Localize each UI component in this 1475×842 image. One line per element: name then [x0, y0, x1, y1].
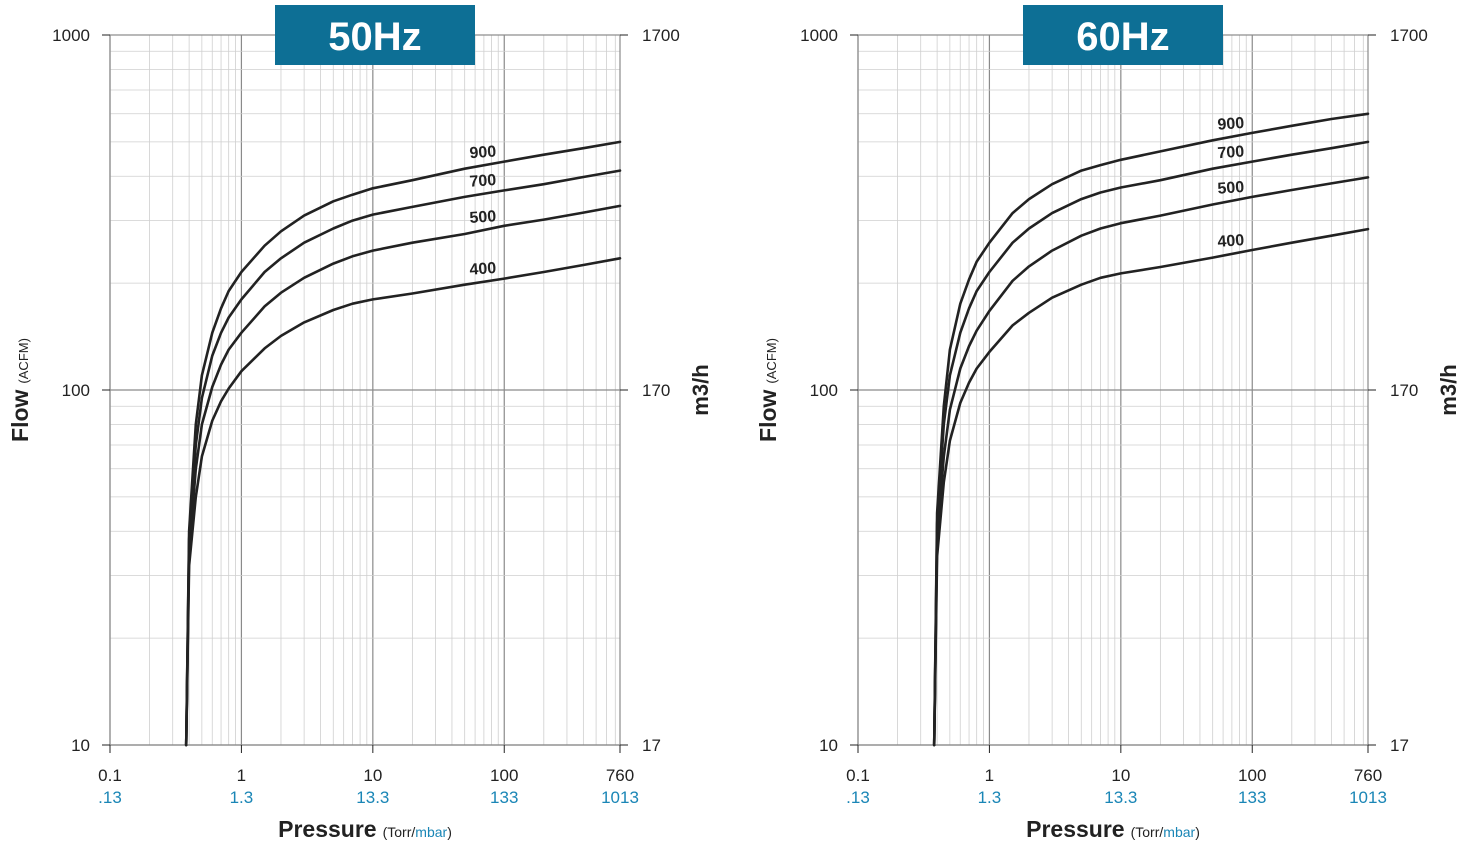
grid — [109, 35, 620, 746]
x-tick-label-mbar: .13 — [98, 788, 122, 807]
y-axis-title-main: Flow — [7, 389, 33, 441]
x-axis-title: Pressure (Torr/mbar) — [1026, 816, 1200, 842]
x-axis-title-main: Pressure — [1026, 816, 1124, 842]
series-line-400 — [184, 257, 622, 747]
x-tick-label-mbar: 1013 — [601, 788, 639, 807]
frequency-banner — [275, 5, 475, 65]
y-tick-label-right: 170 — [1390, 381, 1418, 400]
series-line-400 — [932, 227, 1370, 747]
x-tick-label-mbar: 1013 — [1349, 788, 1387, 807]
chart-60hz-panel: 10 17 100 170 1000 1700 0.1 .13 1 1.3 10 13.3 100 133… — [755, 5, 1461, 842]
y-tick-label-left: 1000 — [52, 26, 90, 45]
y-tick-label-left: 100 — [810, 381, 838, 400]
series-label-500: 500 — [469, 208, 497, 227]
x-axis-title-units-torr: (Torr/ — [383, 824, 416, 840]
series-label-700: 700 — [469, 172, 497, 191]
x-tick-label-torr: 0.1 — [98, 766, 122, 785]
y2-axis-title: m3/h — [688, 364, 713, 415]
y-tick-label-right: 1700 — [1390, 26, 1428, 45]
x-tick-label-mbar: 13.3 — [1104, 788, 1137, 807]
x-tick-label-mbar: 13.3 — [356, 788, 389, 807]
x-tick-label-torr: 0.1 — [846, 766, 870, 785]
y-tick-label-left: 1000 — [800, 26, 838, 45]
x-tick-label-torr: 1 — [985, 766, 994, 785]
x-tick-label-mbar: 1.3 — [230, 788, 254, 807]
x-axis-title-units-mbar: mbar — [415, 824, 447, 840]
chart-50hz-panel: 10 17 100 170 1000 1700 0.1 .13 1 1.3 10 13.3 100 133… — [7, 5, 713, 842]
x-tick-label-torr: 760 — [606, 766, 634, 785]
series-label-400: 400 — [469, 260, 497, 279]
x-axis-title-units-torr: (Torr/ — [1131, 824, 1164, 840]
chart-title: 60Hz — [1076, 15, 1169, 59]
frequency-banner — [1023, 5, 1223, 65]
x-axis-title-main: Pressure — [278, 816, 376, 842]
x-tick-label-torr: 1 — [237, 766, 246, 785]
y-axis-title-units: (ACFM) — [16, 338, 31, 384]
series-line-900 — [932, 112, 1370, 747]
y-axis-title-main: Flow — [755, 389, 781, 441]
x-tick-label-mbar: .13 — [846, 788, 870, 807]
series-line-700 — [184, 169, 622, 747]
y2-axis-title: m3/h — [1436, 364, 1461, 415]
series-line-500 — [932, 176, 1370, 747]
x-tick-label-torr: 760 — [1354, 766, 1382, 785]
x-tick-label-torr: 100 — [1238, 766, 1266, 785]
x-axis-title-units-mbar: mbar — [1163, 824, 1195, 840]
x-axis-title-units-close: ) — [447, 824, 452, 840]
y-axis-title: Flow (ACFM) — [7, 338, 33, 442]
x-tick-label-mbar: 1.3 — [978, 788, 1002, 807]
y-tick-label-right: 170 — [642, 381, 670, 400]
y-tick-label-left: 100 — [62, 381, 90, 400]
x-axis-title-units-close: ) — [1195, 824, 1200, 840]
y-axis-title: Flow (ACFM) — [755, 338, 781, 442]
y-tick-label-right: 17 — [642, 736, 661, 755]
chart-title: 50Hz — [328, 15, 421, 59]
series-label-500: 500 — [1217, 179, 1245, 198]
x-tick-label-torr: 100 — [490, 766, 518, 785]
y-tick-label-left: 10 — [819, 736, 838, 755]
y-tick-label-left: 10 — [71, 736, 90, 755]
y-tick-label-right: 1700 — [642, 26, 680, 45]
series-line-700 — [932, 140, 1370, 747]
series-label-900: 900 — [469, 143, 497, 162]
x-tick-label-mbar: 133 — [490, 788, 518, 807]
series-line-900 — [184, 140, 622, 747]
x-tick-label-torr: 10 — [1111, 766, 1130, 785]
y-axis-title-units: (ACFM) — [764, 338, 779, 384]
x-tick-label-mbar: 133 — [1238, 788, 1266, 807]
series-label-700: 700 — [1217, 143, 1245, 162]
series-line-500 — [184, 204, 622, 747]
x-tick-label-torr: 10 — [363, 766, 382, 785]
x-axis-title: Pressure (Torr/mbar) — [278, 816, 452, 842]
y-tick-label-right: 17 — [1390, 736, 1409, 755]
series-label-900: 900 — [1217, 115, 1245, 134]
series-label-400: 400 — [1217, 232, 1245, 251]
